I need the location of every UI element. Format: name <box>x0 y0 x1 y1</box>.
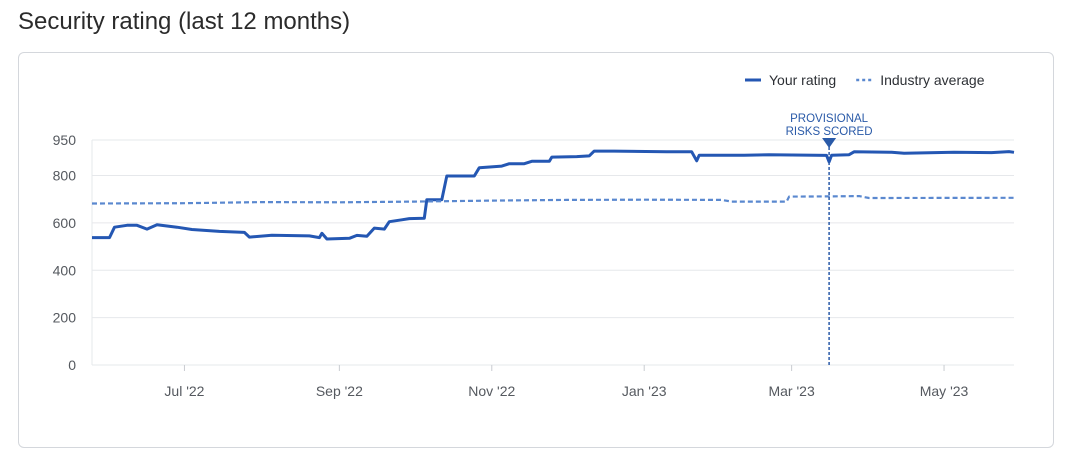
legend[interactable]: Your rating Industry average <box>745 72 985 88</box>
y-axis-ticks: 0 200 400 600 800 950 <box>53 132 77 373</box>
y-tick-label: 400 <box>53 262 77 278</box>
annotation-marker[interactable] <box>822 138 837 148</box>
x-tick-label: Jan '23 <box>622 383 667 399</box>
legend-item-industry-average[interactable]: Industry average <box>856 72 985 88</box>
chart-card <box>18 52 1054 448</box>
x-tick-label: Mar '23 <box>768 383 814 399</box>
y-tick-label: 0 <box>68 357 76 373</box>
y-tick-label: 950 <box>53 132 77 148</box>
industry-average-line[interactable] <box>91 195 1015 205</box>
chart-title: Security rating (last 12 months) <box>18 8 351 35</box>
y-tick-label: 600 <box>53 215 77 231</box>
annotation-label: PROVISIONAL <box>790 113 869 125</box>
legend-label: Your rating <box>769 72 836 88</box>
grid-lines <box>91 139 1014 366</box>
legend-item-your-rating[interactable]: Your rating <box>745 72 836 88</box>
x-tick-label: Nov '22 <box>468 383 515 399</box>
x-axis-ticks: Jul '22 Sep '22 Nov '22 Jan '23 Mar '23 May '… <box>164 365 969 399</box>
x-tick-label: Sep '22 <box>316 383 363 399</box>
your-rating-line[interactable] <box>92 149 1015 241</box>
legend-label: Industry average <box>880 72 984 88</box>
annotation-label: RISKS SCORED <box>786 126 873 138</box>
x-tick-label: May '23 <box>920 383 969 399</box>
y-tick-label: 800 <box>53 168 77 184</box>
y-tick-label: 200 <box>53 310 77 326</box>
x-tick-label: Jul '22 <box>164 383 204 399</box>
series-lines <box>91 149 1015 241</box>
